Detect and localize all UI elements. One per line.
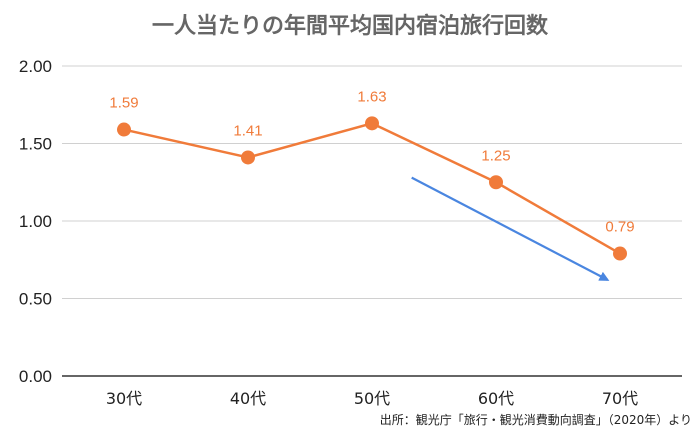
y-tick-label: 0.00 xyxy=(19,367,52,386)
data-label: 1.63 xyxy=(357,88,386,105)
data-point xyxy=(613,246,627,261)
y-tick-label: 1.00 xyxy=(19,212,52,231)
data-label: 1.41 xyxy=(233,122,262,139)
x-axis-tick-labels: 30代 40代 50代 60代 70代 xyxy=(106,389,638,408)
data-label: 1.25 xyxy=(481,147,510,164)
chart-title: 一人当たりの年間平均国内宿泊旅行回数 xyxy=(152,13,549,39)
data-label: 1.59 xyxy=(109,95,138,112)
data-point xyxy=(241,150,255,165)
trend-arrow xyxy=(411,176,610,281)
data-point xyxy=(365,116,379,131)
data-point xyxy=(489,175,503,190)
x-tick-label: 30代 xyxy=(106,389,142,408)
x-tick-label: 40代 xyxy=(230,389,266,408)
gridlines xyxy=(62,65,682,377)
trend-arrow-layer xyxy=(411,176,610,281)
x-tick-label: 50代 xyxy=(354,389,390,408)
series-line xyxy=(123,122,621,255)
source-note: 出所：観光庁「旅行・観光消費動向調査」（2020年）より xyxy=(380,412,692,427)
x-tick-label: 70代 xyxy=(602,389,638,408)
y-tick-label: 0.50 xyxy=(19,290,52,309)
x-tick-label: 60代 xyxy=(478,389,514,408)
data-point xyxy=(117,122,131,137)
series-layer xyxy=(117,116,627,261)
y-tick-label: 2.00 xyxy=(19,57,52,76)
y-axis-tick-labels: 0.00 0.50 1.00 1.50 2.00 xyxy=(19,57,52,386)
data-labels: 1.59 1.41 1.63 1.25 0.79 xyxy=(109,88,634,235)
y-tick-label: 1.50 xyxy=(19,135,52,154)
data-label: 0.79 xyxy=(605,219,634,236)
